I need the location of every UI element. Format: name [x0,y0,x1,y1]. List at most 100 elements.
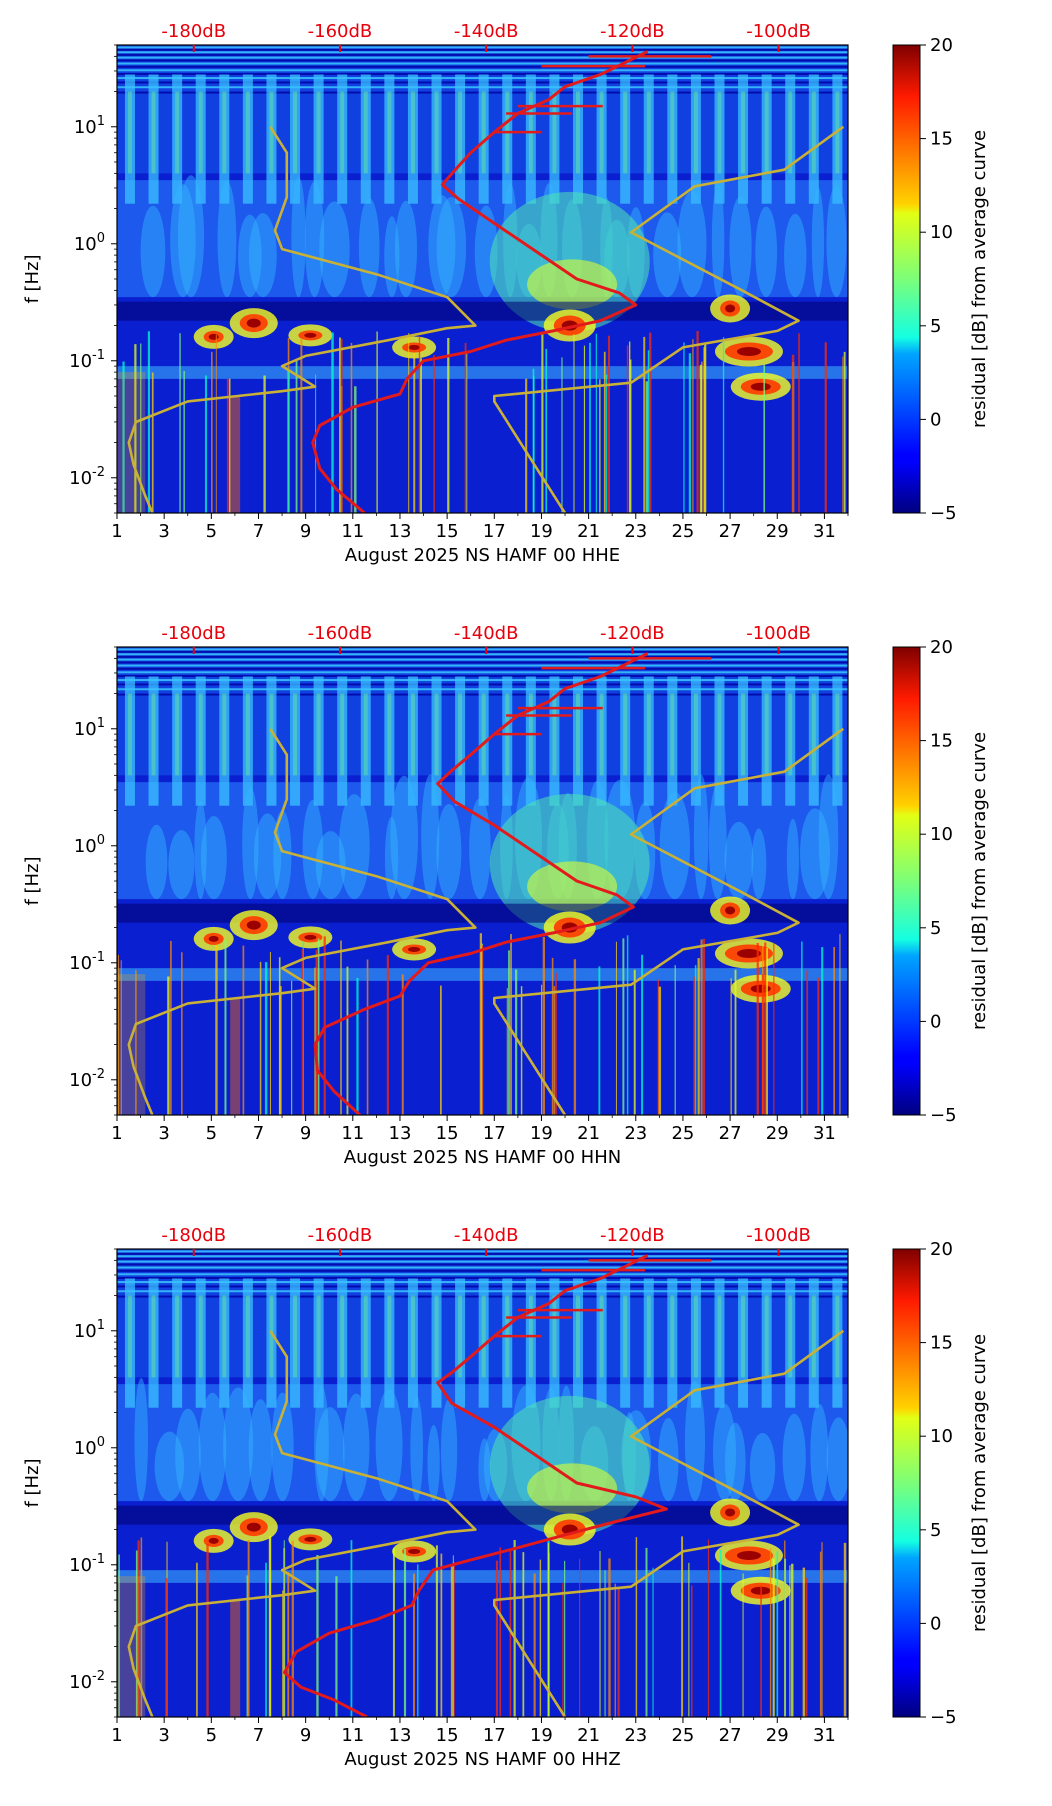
x-tick-label: 9 [300,521,311,542]
median-psd-curve [313,652,649,1115]
daily-noise-bar [808,1278,819,1408]
hotspot-core [408,344,421,350]
x-tick-label: 17 [483,1725,506,1746]
daily-noise-core [481,693,486,776]
early-noise [117,372,146,513]
x-tick-label: 27 [719,1725,742,1746]
daily-noise-bar [360,74,371,204]
x-axis-label: August 2025 NS HAMF 00 HHZ [344,1749,620,1770]
daily-noise-core [269,693,274,776]
daily-noise-bar [384,1278,395,1408]
x-tick-label: 3 [158,1123,169,1144]
hotspot-core [725,906,736,915]
hotspot-core [408,946,421,952]
microseism-plume [154,1431,185,1502]
dark-band [117,301,848,321]
microseism-plume [684,1380,706,1502]
high-noise-model-curve [493,727,845,1115]
x-tick-label: 23 [624,1123,647,1144]
daily-noise-core [741,693,746,776]
microseism-plume [658,1417,679,1502]
x-tick-label: 9 [300,1725,311,1746]
daily-noise-bar [266,74,277,204]
microseism-plume [421,774,440,900]
daily-noise-bar [808,74,819,204]
y-axis-label: f [Hz] [22,1458,43,1507]
microseism-plume [786,818,799,900]
daily-noise-core [717,91,722,174]
hotspot-core [736,949,761,959]
daily-noise-core [340,91,345,174]
x-tick-label: 23 [624,521,647,542]
daily-noise-core [434,1295,439,1378]
daily-noise-core [293,1295,298,1378]
microseism-plume [342,1393,370,1502]
daily-noise-core [198,1295,203,1378]
daily-noise-bar [337,74,348,204]
daily-noise-core [670,1295,675,1378]
daily-noise-core [127,1295,132,1378]
daily-noise-bar [738,74,749,204]
x-tick-label: 7 [253,1725,264,1746]
daily-noise-bar [502,74,513,204]
daily-noise-core [151,693,156,776]
daily-noise-bar [124,74,135,204]
microseism-plume [291,176,306,298]
microseism-plume [784,213,807,298]
daily-noise-core [363,91,368,174]
microseism-plume [394,200,418,298]
x-tick-label: 23 [624,1725,647,1746]
colorbar-tick-label: 20 [930,637,953,658]
daily-noise-bar [195,676,206,806]
x-axis-label: August 2025 NS HAMF 00 HHE [345,545,620,566]
daily-noise-bar [620,1278,631,1408]
daily-noise-bar [148,74,159,204]
hf-stripe [117,1257,848,1260]
x-tick-label: 7 [253,521,264,542]
daily-noise-bar [573,74,584,204]
daily-noise-core [222,1295,227,1378]
microseism-plume [302,799,324,900]
hotspot-core [750,382,771,391]
daily-noise-core [387,1295,392,1378]
daily-noise-core [175,693,180,776]
x-tick-label: 7 [253,1123,264,1144]
daily-noise-bar [337,1278,348,1408]
hf-stripe [117,675,848,678]
microseism-plume [436,197,467,298]
microseism-plume [755,206,778,298]
daily-noise-bar [407,1278,418,1408]
microseism-plume [223,1387,254,1502]
spectrogram-plot [117,45,848,513]
microseism-plume [177,175,205,298]
hf-stripe [117,1273,848,1276]
x-tick-label: 11 [341,1123,364,1144]
daily-noise-core [788,91,793,174]
daily-noise-core [576,693,581,776]
daily-noise-core [269,91,274,174]
x-tick-label: 25 [671,1725,694,1746]
colorbar-tick-label: −5 [930,1707,957,1728]
daily-noise-bar [124,676,135,806]
daily-noise-core [151,1295,156,1378]
microseism-plume [273,810,292,900]
daily-noise-bar [242,1278,253,1408]
hotspot-core [736,347,761,357]
x-tick-label: 1 [111,521,122,542]
daily-noise-core [387,91,392,174]
y-tick-label: 10-1 [69,1552,105,1576]
hf-stripe [117,1252,848,1255]
x-tick-label: 29 [766,1123,789,1144]
daily-noise-bar [643,1278,654,1408]
daily-noise-bar [549,74,560,204]
daily-noise-bar [502,1278,513,1408]
y-tick-label: 101 [74,1318,105,1342]
microseism-plume [140,205,166,298]
colorbar-frame [892,44,921,514]
microseism-plume [390,775,419,900]
daily-noise-bar [620,676,631,806]
daily-noise-core [340,1295,345,1378]
daily-noise-core [646,91,651,174]
daily-noise-bar [643,676,654,806]
